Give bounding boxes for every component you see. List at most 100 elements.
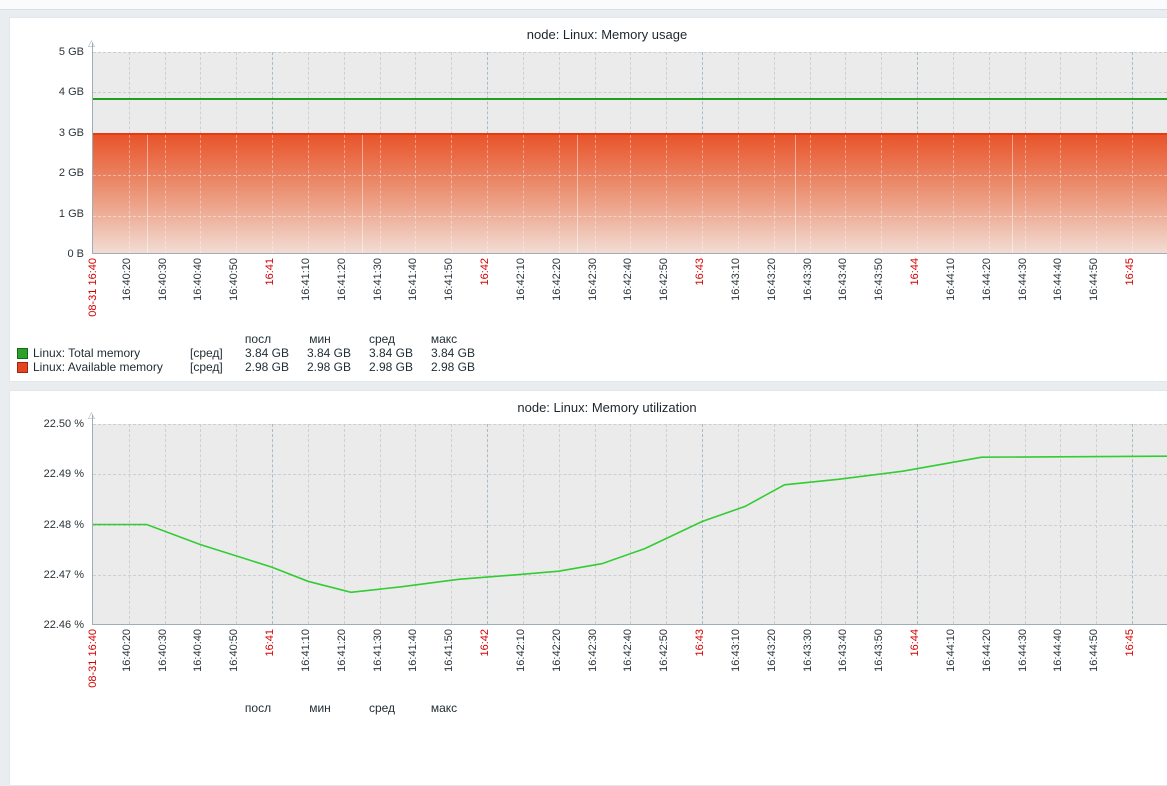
grid-line-v (917, 424, 919, 624)
y-axis-line (92, 43, 93, 52)
x-axis-label: 16:43:30 (801, 258, 814, 301)
x-axis-label: 16:41 (264, 258, 277, 286)
grid-line-h (93, 474, 1167, 476)
grid-line-v (881, 134, 883, 253)
x-axis-label: 16:43:30 (801, 629, 814, 672)
grid-line-v (272, 424, 274, 624)
grid-line-v (988, 134, 990, 253)
x-axis-label: 16:42:10 (514, 258, 527, 301)
memory-usage-chart-title: node: Linux: Memory usage (526, 27, 688, 42)
legend-row: Linux: Available memory [сред] 2.98 GB 2.98… (17, 360, 475, 374)
x-axis-label: 16:41:20 (335, 629, 348, 672)
x-axis-label: 16:41:10 (299, 629, 312, 672)
legend-row: Linux: Total memory [сред] 3.84 GB 3.84 GB 3… (17, 346, 475, 360)
legend-value: 3.84 GB (244, 346, 289, 360)
grid-line-v (1060, 424, 1062, 624)
x-axis-label: 16:41:40 (407, 258, 420, 301)
x-axis-label: 16:40:30 (156, 629, 169, 672)
x-axis-label: 16:44:40 (1052, 258, 1065, 301)
legend-value: 3.84 GB (306, 346, 351, 360)
grid-line-v (702, 424, 704, 624)
legend-swatch (17, 361, 28, 373)
grid-line-v (666, 424, 668, 624)
grid-line-v (307, 424, 309, 624)
grid-line-v (845, 134, 847, 253)
grid-line-v (451, 134, 453, 253)
memory-utilization-chart-title: node: Linux: Memory utilization (517, 400, 697, 415)
x-axis-label: 16:42:50 (658, 258, 671, 301)
x-axis-label: 16:44 (909, 258, 922, 286)
series-area-linux-available-memory (93, 132, 1167, 253)
grid-line-v (415, 424, 417, 624)
legend-series: Linux: Available memory (17, 360, 190, 374)
x-axis-label: 16:40:50 (228, 258, 241, 301)
y-axis-line (92, 415, 93, 424)
x-axis-label: 16:42:30 (586, 258, 599, 301)
grid-line-v (917, 134, 919, 253)
grid-line-v (307, 134, 309, 253)
x-axis-label: 08-31 16:40 (87, 258, 99, 317)
legend-label: Linux: Total memory (33, 346, 141, 360)
grid-line-v (773, 424, 775, 624)
x-axis-label: 16:42:40 (622, 629, 635, 672)
grid-line-v (702, 134, 704, 253)
grid-line-h (93, 92, 1167, 94)
legend: посл мин сред макс Linux: Total memory [сред]… (17, 332, 475, 374)
grid-line-h (93, 175, 1167, 177)
x-axis-label: 16:43:10 (729, 629, 742, 672)
memory-usage-graph-panel: node: Linux: Memory usage △ 5 GB 4 GB 3 GB 2… (9, 17, 1167, 382)
x-axis-label: 16:42:40 (622, 258, 635, 301)
x-axis-label: 16:43 (694, 629, 707, 657)
x-axis-label: 16:41:10 (299, 258, 312, 301)
grid-line-v (737, 134, 739, 253)
legend-value: 3.84 GB (430, 346, 475, 360)
grid-line-v (737, 424, 739, 624)
grid-line-v (164, 134, 166, 253)
grid-line-v (1024, 134, 1026, 253)
grid-line-v (379, 134, 381, 253)
legend-header: мин (309, 332, 331, 346)
grid-line-v (1132, 424, 1134, 624)
x-axis-label: 16:42:20 (550, 258, 563, 301)
grid-line-h (93, 52, 1167, 53)
area-seam (362, 134, 363, 253)
grid-line-v (773, 134, 775, 253)
area-seam (147, 134, 148, 253)
grid-line-v (666, 134, 668, 253)
x-axis-label: 16:43:10 (729, 258, 742, 301)
series-line-linux-memory-utilization (93, 455, 1167, 594)
plot-area[interactable] (92, 424, 1167, 625)
grid-line-v (200, 424, 202, 624)
grid-line-h (93, 574, 1167, 576)
y-axis-label: 22.48 % (43, 518, 84, 531)
x-axis-label: 16:41:50 (443, 258, 456, 301)
x-axis-label: 16:44:40 (1052, 629, 1065, 672)
x-axis-label: 16:44:20 (980, 258, 993, 301)
x-axis-label: 16:43:20 (765, 258, 778, 301)
grid-line-v (558, 134, 560, 253)
x-axis-label: 16:43:20 (765, 629, 778, 672)
grid-line-v (522, 424, 524, 624)
grid-line-v (630, 424, 632, 624)
x-axis-label: 16:40:20 (120, 629, 133, 672)
legend-swatch (17, 347, 28, 359)
x-axis-label: 16:42:10 (514, 629, 527, 672)
area-seam (577, 134, 578, 253)
legend-value: 2.98 GB (306, 360, 351, 374)
x-axis-label: 16:43 (694, 258, 707, 286)
grid-line-v (952, 424, 954, 624)
x-axis-label: 16:40:40 (192, 258, 205, 301)
x-axis-label: 16:41:40 (407, 629, 420, 672)
legend-header-row: посл мин сред макс (17, 332, 475, 346)
grid-line-v (200, 134, 202, 253)
x-axis-label: 16:44:20 (980, 629, 993, 672)
plot-area[interactable] (92, 52, 1167, 254)
legend-header: макс (430, 332, 458, 346)
grid-line-v (236, 424, 238, 624)
grid-line-v (630, 134, 632, 253)
x-axis-label: 16:41 (264, 629, 277, 657)
legend-header: мин (309, 701, 331, 715)
grid-line-v (594, 134, 596, 253)
grid-line-v (1024, 424, 1026, 624)
legend-header: посл (244, 332, 272, 346)
